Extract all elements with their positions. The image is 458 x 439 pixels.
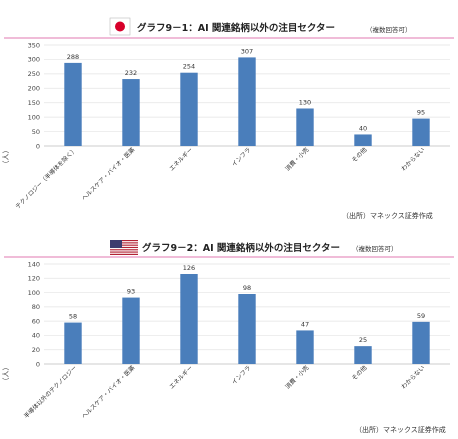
bar bbox=[354, 134, 372, 146]
y-tick-label: 20 bbox=[32, 346, 40, 354]
data-label: 47 bbox=[301, 320, 309, 328]
y-tick-label: 50 bbox=[32, 128, 40, 136]
data-label: 58 bbox=[69, 313, 77, 321]
y-tick-label: 60 bbox=[32, 317, 40, 325]
bar bbox=[122, 297, 140, 364]
x-tick-label: ヘルスケア・バイオ・医薬 bbox=[80, 146, 137, 203]
chart-2-title: グラフ9－2：AI 関連銘柄以外の注目セクター bbox=[142, 242, 340, 254]
chart-1: グラフ9－1：AI 関連銘柄以外の注目セクター （複数回答可） 0 50 100 15… bbox=[2, 17, 454, 220]
bar bbox=[296, 108, 314, 146]
x-tick-label: その他 bbox=[350, 146, 368, 164]
x-tick-label: 消費・小売 bbox=[284, 364, 311, 391]
x-tick-label: わからない bbox=[400, 146, 426, 172]
data-label: 40 bbox=[359, 124, 367, 132]
x-tick-label: 消費・小売 bbox=[284, 146, 311, 173]
chart-2-note: （複数回答可） bbox=[352, 244, 398, 253]
bar bbox=[64, 322, 82, 364]
data-label: 95 bbox=[417, 109, 425, 117]
data-label: 126 bbox=[183, 264, 195, 272]
chart-2-source: （出所）マネックス証券作成 bbox=[355, 425, 446, 434]
x-tick-label: わからない bbox=[400, 364, 426, 390]
chart-1-source: （出所）マネックス証券作成 bbox=[342, 211, 433, 220]
y-tick-label: 300 bbox=[28, 56, 40, 64]
chart-1-note: （複数回答可） bbox=[366, 25, 412, 34]
data-label: 232 bbox=[125, 69, 137, 77]
chart-1-title: グラフ9－1：AI 関連銘柄以外の注目セクター bbox=[137, 22, 335, 34]
bar bbox=[180, 274, 198, 364]
y-tick-label: 150 bbox=[28, 99, 40, 107]
x-tick-label: テクノロジー（半導体を除く） bbox=[14, 146, 79, 211]
x-tick-label: 半導体以外のテクノロジー bbox=[22, 364, 78, 420]
bar bbox=[180, 72, 198, 146]
y-tick-label: 140 bbox=[28, 260, 40, 268]
y-axis-label: （人） bbox=[2, 364, 10, 385]
data-label: 288 bbox=[67, 53, 79, 61]
japan-flag-icon bbox=[109, 17, 131, 36]
x-tick-label: その他 bbox=[350, 364, 368, 382]
y-axis-label: （人） bbox=[2, 147, 10, 168]
y-tick-label: 120 bbox=[28, 275, 40, 283]
data-label: 130 bbox=[299, 98, 311, 106]
bar bbox=[64, 62, 82, 146]
data-label: 98 bbox=[243, 284, 251, 292]
y-tick-label: 250 bbox=[28, 70, 40, 78]
x-tick-label: エネルギー bbox=[168, 146, 194, 172]
data-label: 307 bbox=[241, 47, 253, 55]
data-label: 59 bbox=[417, 312, 425, 320]
y-tick-label: 40 bbox=[32, 332, 40, 340]
bar bbox=[412, 321, 430, 364]
data-label: 93 bbox=[127, 288, 135, 296]
data-label: 25 bbox=[359, 336, 367, 344]
bar bbox=[296, 330, 314, 364]
y-tick-label: 80 bbox=[32, 303, 40, 311]
bar bbox=[354, 346, 372, 364]
x-tick-label: インフラ bbox=[231, 146, 253, 168]
x-tick-label: ヘルスケア・バイオ・医薬 bbox=[80, 364, 137, 421]
y-tick-label: 100 bbox=[28, 289, 40, 297]
us-flag-icon bbox=[110, 240, 138, 255]
bar bbox=[238, 294, 256, 364]
bar bbox=[238, 57, 256, 147]
bar bbox=[412, 118, 430, 146]
data-label: 254 bbox=[183, 63, 195, 71]
y-tick-label: 0 bbox=[36, 142, 40, 150]
bar bbox=[122, 79, 140, 146]
y-tick-label: 350 bbox=[28, 41, 40, 49]
y-tick-label: 200 bbox=[28, 85, 40, 93]
x-tick-label: エネルギー bbox=[168, 364, 194, 390]
y-tick-label: 100 bbox=[28, 113, 40, 121]
x-tick-label: インフラ bbox=[231, 364, 253, 386]
chart-2: グラフ9－2：AI 関連銘柄以外の注目セクター （複数回答可） 0 20 40 60 8… bbox=[2, 240, 454, 434]
y-tick-label: 0 bbox=[36, 360, 40, 368]
